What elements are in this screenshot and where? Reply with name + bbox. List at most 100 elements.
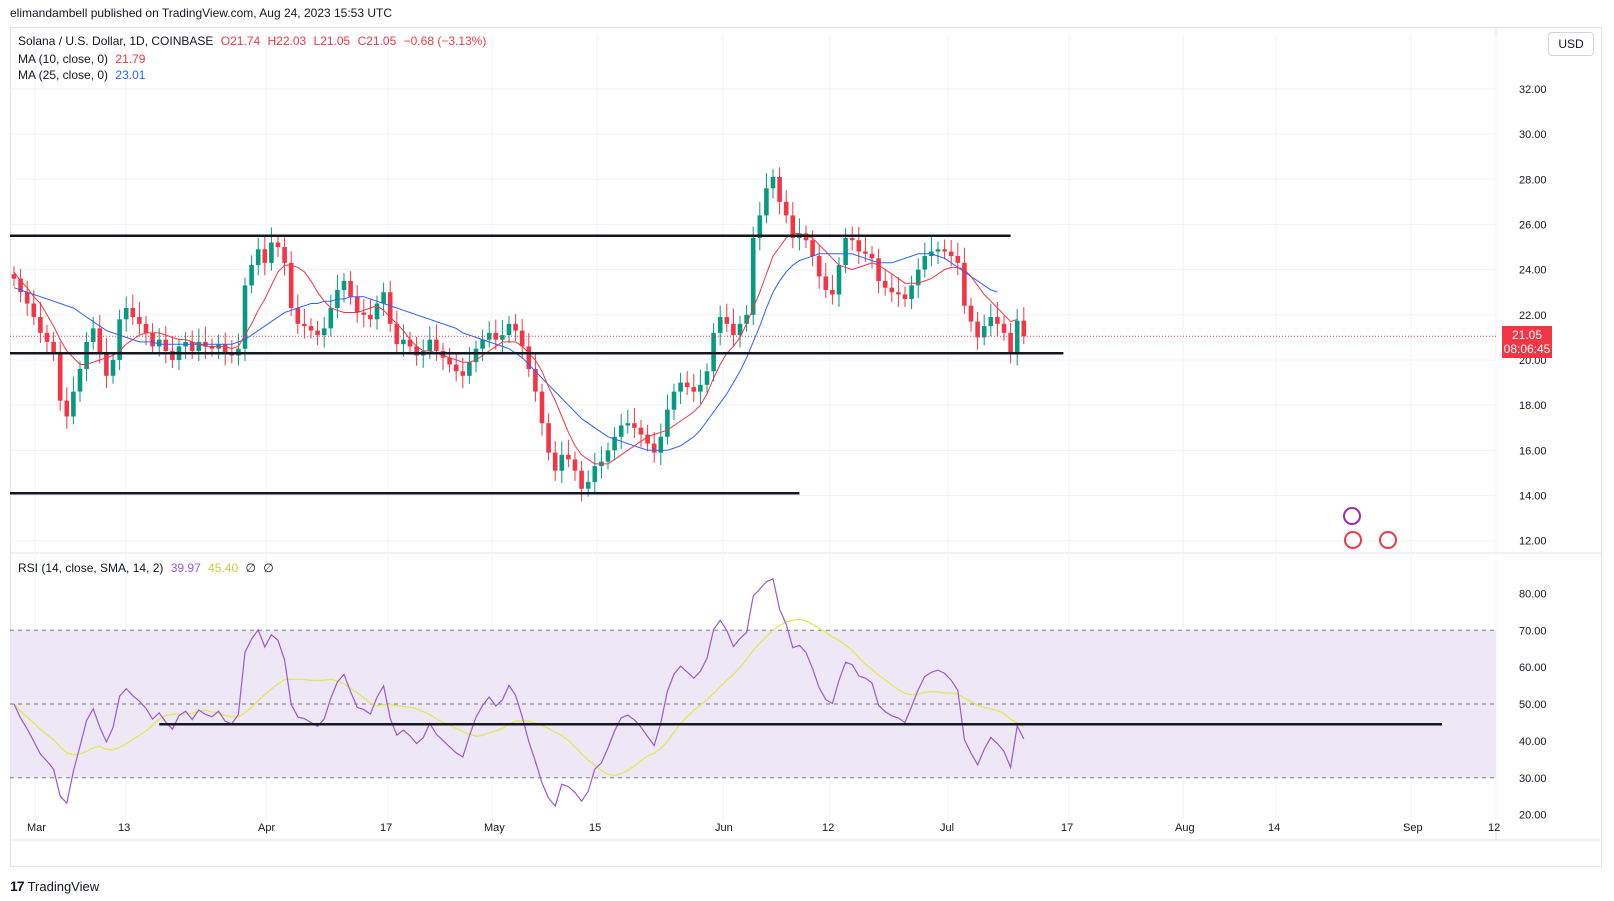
candle-body (869, 253, 875, 259)
rsi-extra-1: ∅ (245, 561, 256, 575)
candle-body (467, 362, 472, 376)
currency-button[interactable]: USD (1548, 32, 1594, 56)
candle-body (150, 332, 155, 347)
candle-body (143, 323, 149, 333)
candle-body (750, 237, 756, 315)
candle-body (546, 423, 551, 453)
candle-body (196, 341, 202, 351)
low-value: L21.05 (313, 34, 351, 48)
rsi-tick-label: 30.00 (1519, 773, 1547, 785)
candle-body (414, 346, 419, 356)
candle-body (275, 242, 281, 248)
price-tick-label: 18.00 (1519, 400, 1547, 412)
candle-body (671, 391, 677, 410)
candle-body (777, 176, 782, 202)
candle-body (302, 323, 307, 327)
candle-body (44, 332, 50, 342)
ma25-label: MA (25, close, 0) (18, 68, 109, 82)
candle-body (909, 285, 914, 299)
rsi-tick-label: 70.00 (1519, 625, 1547, 637)
candle-body (321, 328, 327, 336)
candle-body (889, 287, 895, 293)
candle-body (678, 382, 683, 392)
time-tick-label: Apr (258, 822, 275, 834)
rsi-legend[interactable]: RSI (14, close, SMA, 14, 2) 39.97 45.40 … (18, 561, 278, 575)
candle-body (1021, 320, 1027, 337)
candle-body (500, 335, 505, 340)
candle-body (453, 364, 459, 372)
ma25-legend[interactable]: MA (25, close, 0) 23.01 (18, 68, 149, 82)
candle-body (374, 303, 380, 320)
ma25-line (13, 253, 998, 451)
candle-body (387, 292, 393, 324)
candle-body (222, 344, 228, 354)
time-tick-label: Aug (1175, 822, 1195, 834)
price-tick-label: 12.00 (1519, 536, 1547, 548)
rsi-line (13, 577, 1025, 808)
candle-body (493, 332, 499, 340)
us-flag-event-icon (1344, 531, 1362, 549)
rsi-tick-label: 50.00 (1519, 699, 1547, 711)
candle-body (156, 339, 162, 347)
rsi-band (10, 630, 1496, 778)
candle-body (896, 292, 901, 295)
candle-body (473, 348, 479, 363)
candle-body (354, 296, 360, 313)
candle-body (975, 321, 980, 338)
candle-body (915, 269, 921, 286)
candle-body (744, 314, 749, 324)
time-tick-label: Mar (27, 822, 46, 834)
time-tick-label: 13 (118, 822, 130, 834)
candle-body (981, 326, 987, 338)
candle-body (704, 371, 710, 385)
candle-body (1001, 323, 1007, 333)
rsi-tick-label: 40.00 (1519, 736, 1547, 748)
candle-body (486, 332, 492, 340)
candle-body (856, 240, 862, 252)
time-tick-label: 12 (822, 822, 834, 834)
candle-body (123, 308, 129, 320)
candle-body (526, 346, 532, 370)
candle-body (104, 353, 109, 376)
candle-body (64, 400, 70, 417)
open-value: O21.74 (220, 34, 261, 48)
chart-frame (10, 27, 1602, 867)
candle-body (902, 294, 908, 299)
candle-body (170, 350, 175, 360)
candle-body (618, 425, 624, 437)
candle-body (948, 251, 954, 257)
lightning-event-icon (1343, 507, 1361, 525)
candle-body (849, 237, 855, 241)
ma10-legend[interactable]: MA (10, close, 0) 21.79 (18, 52, 149, 66)
candle-body (506, 323, 512, 336)
candle-body (269, 242, 274, 263)
candle-body (876, 258, 881, 281)
candle-body (130, 308, 136, 318)
candle-body (434, 339, 439, 351)
ma10-line (13, 233, 1018, 465)
time-tick-label: May (484, 822, 505, 834)
time-tick-label: 12 (1488, 822, 1500, 834)
rsi-label: RSI (14, close, SMA, 14, 2) (18, 561, 164, 575)
footer-brand[interactable]: 17 TradingView (10, 878, 99, 894)
candle-body (955, 256, 961, 263)
candle-body (209, 346, 215, 349)
candle-body (51, 341, 56, 354)
candle-body (922, 256, 928, 270)
candle-body (71, 391, 76, 417)
candle-body (843, 237, 848, 266)
candle-body (57, 353, 63, 401)
candle-body (288, 262, 294, 309)
candle-body (698, 384, 703, 392)
candle-body (341, 280, 347, 290)
candle-body (407, 339, 413, 347)
candle-body (632, 423, 637, 428)
symbol-name[interactable]: Solana / U.S. Dollar, 1D, COINBASE (18, 34, 214, 48)
candle-body (770, 176, 776, 189)
bar-countdown: 08:06:45 (1503, 342, 1551, 356)
rsi-tick-label: 20.00 (1519, 810, 1547, 822)
price-tick-label: 16.00 (1519, 445, 1547, 457)
candle-body (84, 341, 89, 370)
candle-body (401, 339, 406, 345)
